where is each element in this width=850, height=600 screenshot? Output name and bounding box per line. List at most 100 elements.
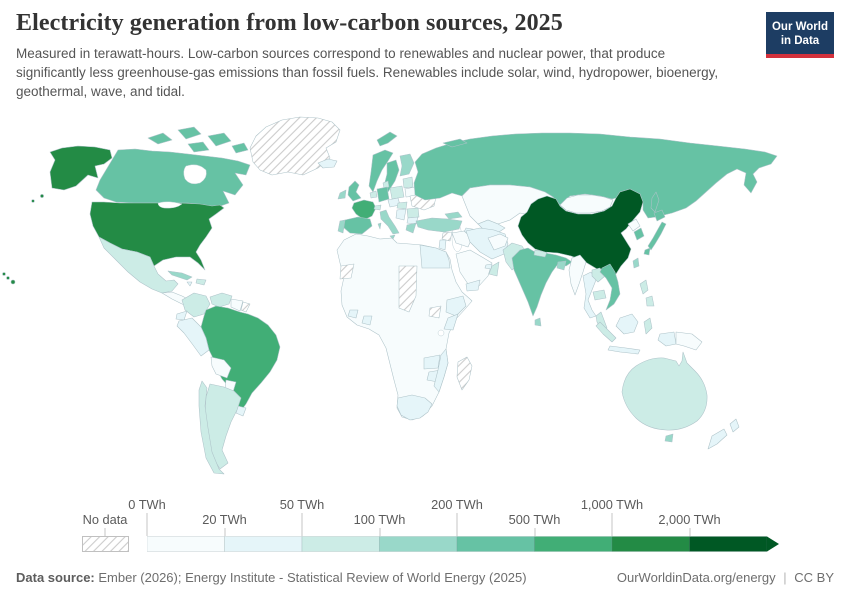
country-saudi-arabia[interactable]: [455, 249, 493, 288]
country-alaska-us[interactable]: [49, 145, 113, 191]
country-israel-jordan[interactable]: [438, 239, 447, 251]
footer-link[interactable]: OurWorldinData.org/energy: [616, 570, 776, 585]
country-west-papua[interactable]: [657, 331, 677, 347]
country-papua-new-guinea[interactable]: [675, 331, 703, 351]
country-madagascar[interactable]: [456, 356, 473, 391]
country-caucasus[interactable]: [444, 211, 463, 220]
canada-arctic-island[interactable]: [207, 132, 232, 147]
legend-no-data-swatch[interactable]: [82, 536, 129, 552]
country-zambia[interactable]: [423, 354, 441, 370]
country-taiwan[interactable]: [632, 257, 640, 269]
legend-color-bar[interactable]: [147, 536, 781, 552]
country-mozambique[interactable]: [433, 348, 449, 393]
country-afghanistan[interactable]: [487, 233, 509, 251]
country-canada[interactable]: [95, 148, 251, 209]
country-philippines-luzon[interactable]: [639, 279, 649, 295]
country-peru[interactable]: [176, 317, 210, 357]
hawaii-island[interactable]: [10, 279, 16, 285]
country-germany[interactable]: [376, 186, 390, 203]
country-bolivia[interactable]: [210, 356, 232, 379]
country-chile[interactable]: [198, 380, 225, 475]
country-philippines-mindanao[interactable]: [645, 295, 655, 307]
country-brazil[interactable]: [200, 305, 281, 413]
country-china[interactable]: [517, 188, 644, 278]
country-india[interactable]: [511, 247, 573, 317]
country-borneo[interactable]: [615, 313, 639, 335]
country-french-guiana[interactable]: [240, 301, 251, 313]
country-portugal[interactable]: [337, 219, 346, 234]
aleutian-island[interactable]: [31, 199, 35, 203]
country-balkans[interactable]: [395, 208, 407, 221]
country-java[interactable]: [607, 345, 641, 355]
country-italy[interactable]: [379, 209, 400, 235]
country-north-korea[interactable]: [627, 218, 641, 232]
country-new-zealand-north[interactable]: [729, 418, 740, 433]
country-ghana[interactable]: [361, 315, 373, 326]
country-western-sahara[interactable]: [339, 263, 355, 280]
country-south-sudan[interactable]: [428, 305, 442, 319]
country-romania[interactable]: [406, 207, 420, 219]
footer-license[interactable]: CC BY: [794, 570, 834, 585]
country-united-kingdom[interactable]: [347, 180, 362, 202]
country-ireland[interactable]: [337, 189, 347, 200]
country-yemen[interactable]: [465, 279, 481, 292]
country-ecuador[interactable]: [175, 310, 188, 321]
country-sakhalin[interactable]: [650, 191, 660, 213]
hawaii-island[interactable]: [2, 272, 6, 276]
canada-arctic-island[interactable]: [231, 142, 249, 154]
canada-arctic-island[interactable]: [177, 126, 202, 140]
country-iraq[interactable]: [451, 230, 473, 248]
country-japan-kyushu[interactable]: [643, 247, 651, 256]
country-new-zealand-south[interactable]: [707, 428, 728, 450]
country-south-africa[interactable]: [396, 394, 433, 421]
country-norway[interactable]: [368, 149, 394, 193]
country-tasmania[interactable]: [664, 433, 674, 443]
country-jamaica[interactable]: [186, 281, 193, 287]
canada-arctic-island[interactable]: [187, 141, 210, 153]
country-sardinia[interactable]: [377, 222, 382, 230]
country-baltics[interactable]: [402, 176, 414, 189]
russia-arctic-island[interactable]: [442, 138, 468, 148]
country-greenland[interactable]: [249, 116, 341, 176]
country-sulawesi[interactable]: [643, 317, 653, 335]
country-hispaniola[interactable]: [195, 278, 207, 286]
country-spain[interactable]: [342, 216, 373, 235]
country-benelux[interactable]: [369, 190, 378, 199]
country-cuba[interactable]: [167, 270, 193, 281]
country-kenya[interactable]: [443, 313, 459, 331]
russia-arctic-island[interactable]: [376, 131, 398, 147]
hawaii-island[interactable]: [6, 276, 10, 280]
country-greece[interactable]: [405, 222, 417, 234]
country-cambodia[interactable]: [592, 289, 607, 301]
country-switzerland[interactable]: [373, 204, 382, 211]
country-bangladesh[interactable]: [556, 260, 567, 271]
country-japan-hokkaido[interactable]: [653, 209, 666, 222]
country-australia[interactable]: [621, 351, 708, 431]
country-syria[interactable]: [441, 231, 453, 242]
owid-logo[interactable]: Our World in Data: [766, 12, 834, 58]
country-chad[interactable]: [398, 265, 418, 313]
country-france[interactable]: [351, 199, 377, 221]
country-finland[interactable]: [399, 153, 415, 177]
country-sri-lanka[interactable]: [534, 317, 542, 327]
country-ivory-coast[interactable]: [347, 309, 359, 319]
country-hungary-slovakia[interactable]: [396, 201, 408, 210]
country-vietnam[interactable]: [599, 263, 621, 311]
country-ethiopia[interactable]: [445, 295, 467, 317]
canada-arctic-island[interactable]: [147, 132, 173, 145]
country-uae[interactable]: [484, 263, 493, 270]
country-myanmar[interactable]: [568, 254, 587, 296]
country-poland[interactable]: [389, 185, 405, 200]
country-mexico[interactable]: [98, 236, 179, 294]
country-japan-honshu[interactable]: [647, 221, 667, 251]
country-turkey[interactable]: [415, 217, 463, 233]
country-south-korea[interactable]: [633, 227, 645, 241]
country-bulgaria[interactable]: [406, 216, 419, 225]
country-oman[interactable]: [488, 261, 500, 277]
aleutian-island[interactable]: [40, 194, 44, 198]
country-mongolia[interactable]: [559, 194, 614, 214]
country-iceland[interactable]: [317, 158, 338, 169]
region-guyanas[interactable]: [230, 298, 244, 312]
country-denmark[interactable]: [382, 180, 390, 189]
country-united-states[interactable]: [89, 201, 225, 271]
